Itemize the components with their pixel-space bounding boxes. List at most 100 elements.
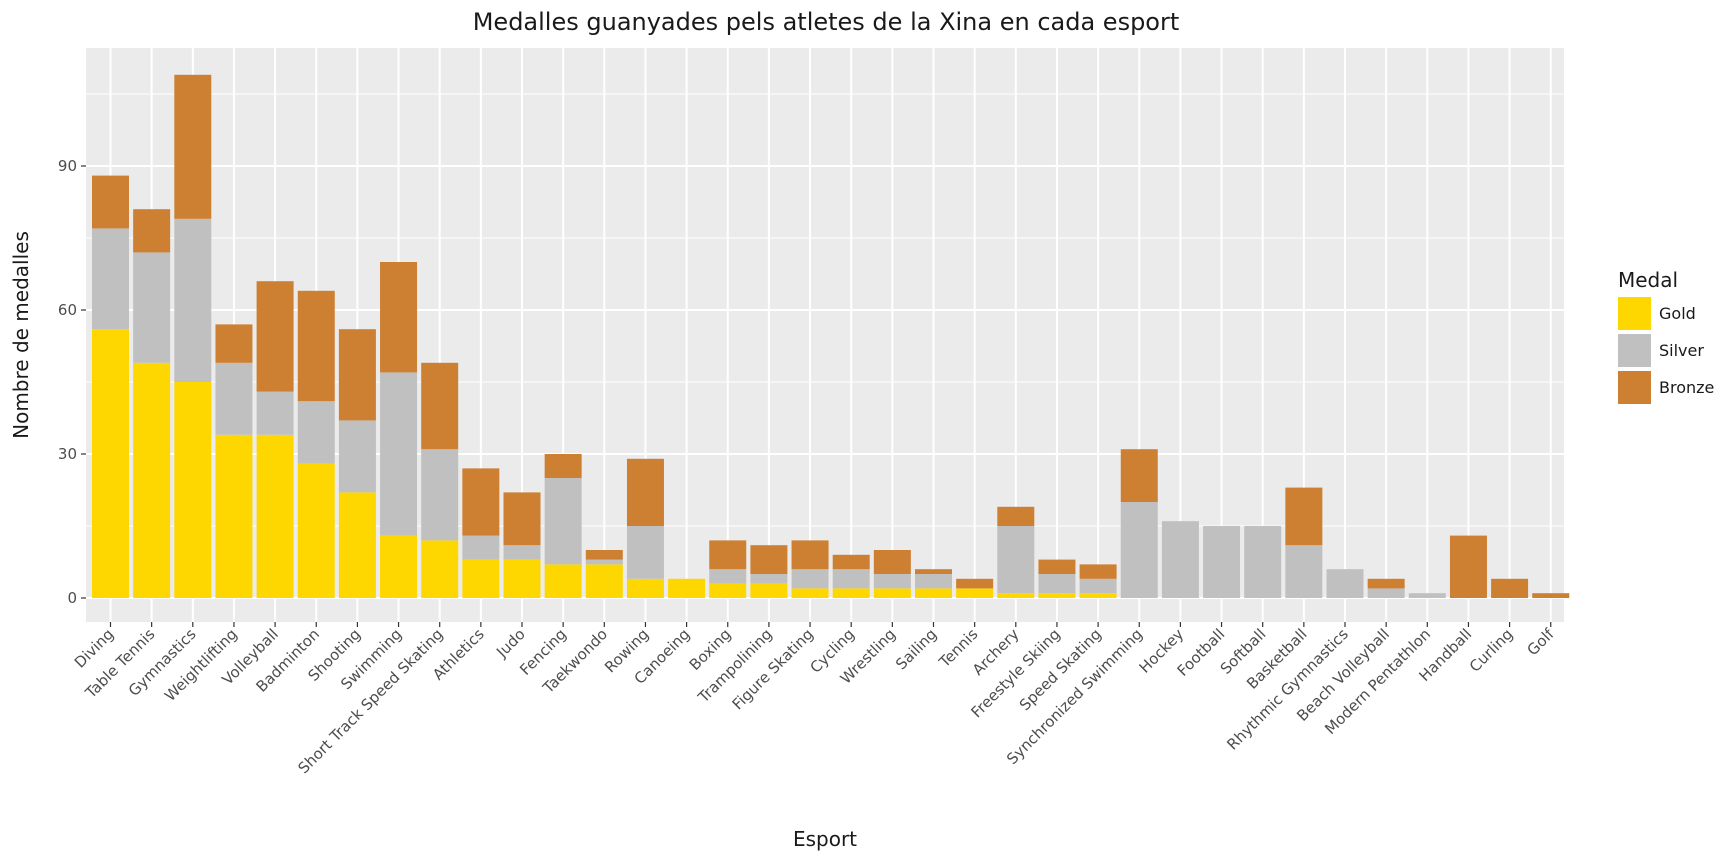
bar-silver <box>215 362 253 435</box>
bar-silver <box>626 526 664 579</box>
bar-bronze <box>338 329 376 421</box>
bar-bronze <box>256 281 294 392</box>
bar-gold <box>256 434 294 598</box>
bars <box>92 74 1570 598</box>
bar-bronze <box>92 175 129 229</box>
bar-silver <box>1079 578 1117 594</box>
bar-bronze <box>626 458 664 526</box>
bar-gold <box>668 578 706 598</box>
bar-bronze <box>1367 578 1405 589</box>
bar-silver <box>1203 526 1241 598</box>
bar-silver <box>297 401 335 464</box>
bar-bronze <box>462 468 500 536</box>
legend-key-gold <box>1618 297 1651 330</box>
bar-silver <box>256 391 294 435</box>
bar-gold <box>297 463 335 598</box>
bar-gold <box>626 578 664 598</box>
bar-silver <box>873 574 911 589</box>
bar-bronze <box>791 540 829 570</box>
bar-silver <box>338 420 376 493</box>
bar-bronze <box>1449 535 1487 598</box>
bar-bronze <box>297 290 335 402</box>
bar-gold <box>915 588 952 598</box>
bar-silver <box>544 478 582 565</box>
bar-silver <box>503 545 541 560</box>
bar-silver <box>421 449 459 541</box>
bar-gold <box>421 540 459 598</box>
bar-gold <box>1079 593 1117 598</box>
bar-silver <box>1120 502 1158 598</box>
y-tick-label: 60 <box>58 301 77 319</box>
bar-silver <box>1285 545 1323 598</box>
bar-gold <box>873 588 911 598</box>
legend-label-bronze: Bronze <box>1659 378 1714 397</box>
bar-gold <box>750 583 788 598</box>
y-tick-label: 0 <box>67 589 77 607</box>
bar-silver <box>1408 593 1446 598</box>
legend-key-bronze <box>1618 371 1651 404</box>
bar-bronze <box>174 74 212 219</box>
legend-title: Medal <box>1618 268 1678 292</box>
bar-gold <box>997 593 1035 598</box>
bar-bronze <box>915 569 952 574</box>
bar-silver <box>1326 569 1364 598</box>
bar-bronze <box>215 324 253 363</box>
bar-bronze <box>997 506 1035 526</box>
bar-silver <box>915 574 952 589</box>
bar-gold <box>956 588 994 598</box>
bar-silver <box>709 569 747 584</box>
bar-silver <box>1367 588 1405 598</box>
bar-gold <box>92 329 129 598</box>
bar-silver <box>585 559 623 565</box>
bar-bronze <box>1120 449 1158 502</box>
bar-silver <box>462 535 500 560</box>
y-axis-title: Nombre de medalles <box>9 231 33 439</box>
bar-gold <box>338 492 376 598</box>
bar-gold <box>503 559 541 598</box>
bar-bronze <box>956 578 994 589</box>
legend-label-gold: Gold <box>1659 304 1696 323</box>
y-tick-label: 90 <box>58 157 77 175</box>
chart-title: Medalles guanyades pels atletes de la Xi… <box>473 8 1180 36</box>
bar-bronze <box>544 454 582 478</box>
bar-bronze <box>503 492 541 546</box>
bar-silver <box>92 228 129 330</box>
bar-gold <box>709 583 747 598</box>
bar-silver <box>133 252 171 363</box>
bar-gold <box>585 564 623 598</box>
bar-gold <box>215 434 253 598</box>
legend: Medal Gold Silver Bronze <box>1618 268 1714 404</box>
bar-silver <box>1161 521 1199 598</box>
bar-bronze <box>750 545 788 574</box>
bar-silver <box>791 569 829 589</box>
y-tick-label: 30 <box>58 445 77 463</box>
bar-bronze <box>1285 487 1323 546</box>
legend-items: Gold Silver Bronze <box>1618 297 1714 404</box>
bar-silver <box>750 574 788 584</box>
bar-bronze <box>421 362 459 450</box>
bar-bronze <box>1079 564 1117 579</box>
bar-gold <box>1038 593 1076 598</box>
legend-label-silver: Silver <box>1659 341 1704 360</box>
bar-bronze <box>832 554 870 570</box>
bar-gold <box>791 588 829 598</box>
bar-silver <box>380 372 418 536</box>
bar-gold <box>174 382 212 598</box>
y-axis-ticks: 0 30 60 90 <box>58 157 86 607</box>
bar-gold <box>832 588 870 598</box>
bar-silver <box>1038 574 1076 594</box>
bar-bronze <box>1038 559 1076 574</box>
bar-bronze <box>1532 593 1570 598</box>
bar-bronze <box>709 540 747 570</box>
bar-gold <box>462 559 500 598</box>
bar-bronze <box>1491 578 1529 598</box>
bar-bronze <box>380 262 418 373</box>
bar-bronze <box>873 550 911 574</box>
bar-bronze <box>133 209 171 253</box>
legend-key-silver <box>1618 334 1651 367</box>
bar-gold <box>380 535 418 598</box>
bar-gold <box>133 362 171 598</box>
bar-silver <box>997 526 1035 594</box>
bar-bronze <box>585 550 623 560</box>
bar-silver <box>174 218 212 382</box>
